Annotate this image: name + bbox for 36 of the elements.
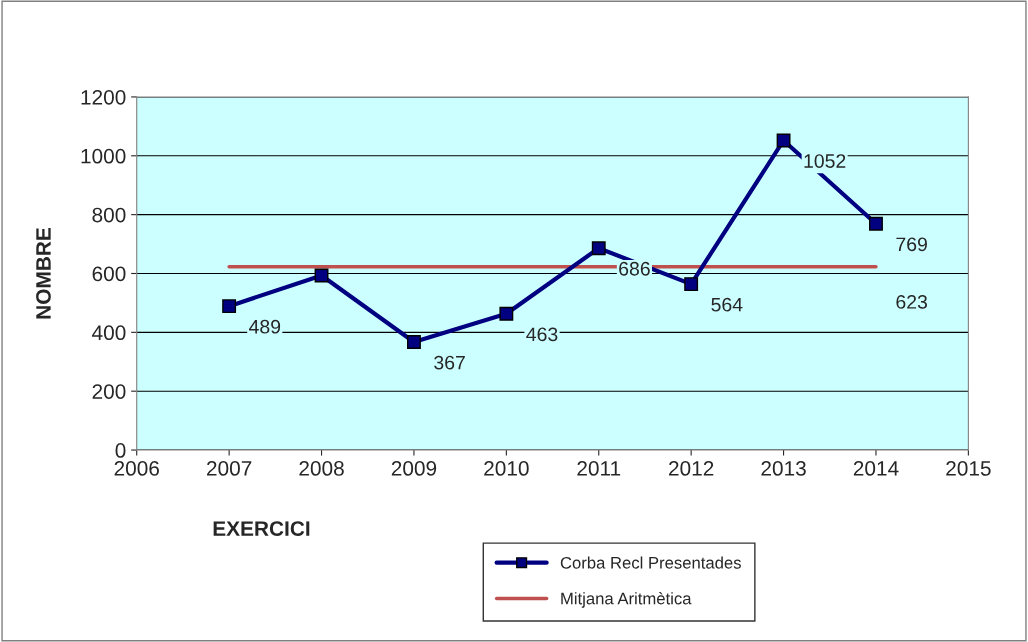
- point: [684, 277, 699, 292]
- data-label: 686: [619, 261, 650, 276]
- data-label: 367: [434, 355, 465, 370]
- x-axis-title: EXERCICI: [213, 521, 310, 536]
- data-label: 489: [249, 319, 281, 334]
- data-label: 623: [896, 295, 927, 309]
- legend-label: Corba Recl Presentades: [560, 556, 741, 569]
- point: [406, 335, 421, 349]
- point: [222, 299, 237, 314]
- x-tick-label: 2011: [577, 461, 621, 476]
- y-tick-label: 1200: [81, 89, 126, 105]
- y-tick-label: 800: [92, 207, 126, 223]
- data-label: 769: [896, 237, 927, 252]
- x-tick-label: 2013: [761, 461, 806, 476]
- point: [591, 241, 606, 256]
- point: [499, 306, 514, 321]
- y-tick-label: 600: [92, 266, 126, 282]
- point: [776, 133, 791, 148]
- y-tick-label: 1000: [81, 148, 126, 164]
- x-tick-label: 2014: [853, 461, 899, 476]
- legend-label: Mitjana Aritmètica: [561, 591, 692, 608]
- data-label: 1052: [804, 154, 846, 168]
- x-tick-label: 2006: [114, 461, 159, 476]
- y-axis-title: NOMBRE: [36, 228, 51, 319]
- x-tick-label: 2009: [391, 461, 437, 476]
- data-label: 564: [711, 297, 743, 312]
- y-tick-label: 200: [92, 384, 126, 399]
- x-tick-label: 2008: [299, 461, 344, 476]
- data-label: 463: [526, 327, 558, 342]
- x-tick-label: 2010: [484, 461, 529, 476]
- x-tick-label: 2007: [207, 461, 252, 476]
- point: [869, 216, 883, 231]
- x-tick-label: 2012: [669, 461, 714, 476]
- x-tick-label: 2015: [946, 461, 991, 476]
- y-tick-label: 400: [92, 325, 126, 341]
- y-tick-label: 0: [115, 443, 126, 458]
